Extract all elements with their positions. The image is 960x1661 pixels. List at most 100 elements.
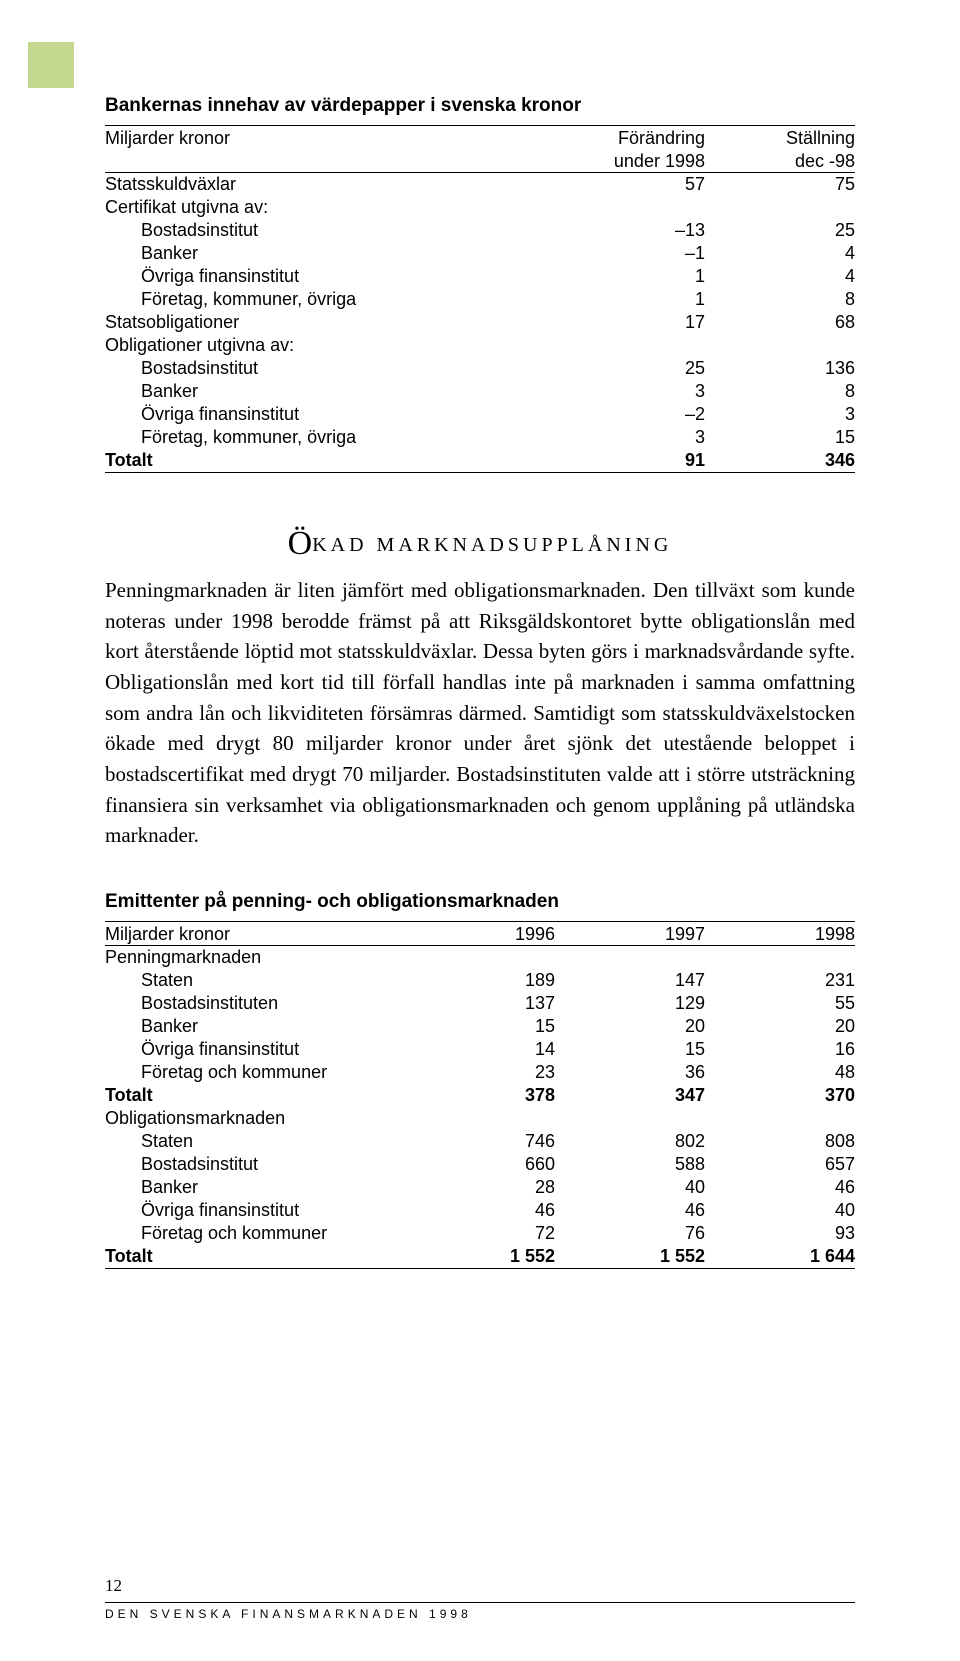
table-row: Totalt1 5521 5521 644 (105, 1245, 855, 1269)
row-label: Totalt (105, 449, 525, 473)
row-value (375, 945, 555, 969)
row-value: 17 (525, 311, 705, 334)
row-value: 746 (375, 1130, 555, 1153)
row-label: Bostadsinstitut (105, 357, 525, 380)
table-row: Företag, kommuner, övriga18 (105, 288, 855, 311)
table-row: Banker38 (105, 380, 855, 403)
row-label: Totalt (105, 1084, 375, 1107)
row-value: 3 (525, 426, 705, 449)
row-value: 14 (375, 1038, 555, 1061)
row-value: 660 (375, 1153, 555, 1176)
row-value: 8 (705, 288, 855, 311)
row-label: Obligationsmarknaden (105, 1107, 375, 1130)
t2-h0: Miljarder kronor (105, 921, 375, 945)
row-value: 137 (375, 992, 555, 1015)
row-value: 15 (555, 1038, 705, 1061)
row-value: –13 (525, 219, 705, 242)
t2-h2: 1997 (555, 921, 705, 945)
section-rest: kad marknadsupplåning (312, 534, 672, 556)
row-label: Staten (105, 1130, 375, 1153)
page-footer: 12 DEN SVENSKA FINANSMARKNADEN 1998 (105, 1576, 855, 1621)
row-value: 189 (375, 969, 555, 992)
row-value: 3 (525, 380, 705, 403)
row-label: Övriga finansinstitut (105, 403, 525, 426)
row-label: Företag, kommuner, övriga (105, 288, 525, 311)
table1-title: Bankernas innehav av värdepapper i svens… (105, 95, 855, 125)
row-value: 1 (525, 265, 705, 288)
row-value: 46 (555, 1199, 705, 1222)
row-value: 48 (705, 1061, 855, 1084)
row-value: 75 (705, 173, 855, 197)
row-label: Obligationer utgivna av: (105, 334, 525, 357)
table-row: Banker–14 (105, 242, 855, 265)
table-row: Övriga finansinstitut–23 (105, 403, 855, 426)
row-label: Övriga finansinstitut (105, 265, 525, 288)
table-row: Banker152020 (105, 1015, 855, 1038)
row-value: 129 (555, 992, 705, 1015)
t1-h1b: under 1998 (525, 149, 705, 173)
row-value: 40 (705, 1199, 855, 1222)
table-row: Staten746802808 (105, 1130, 855, 1153)
footer-text: DEN SVENSKA FINANSMARKNADEN 1998 (105, 1607, 855, 1621)
row-label: Statsobligationer (105, 311, 525, 334)
row-value: –2 (525, 403, 705, 426)
accent-square (28, 42, 74, 88)
row-value: 40 (555, 1176, 705, 1199)
row-value: 36 (555, 1061, 705, 1084)
table-row: Statsskuldväxlar5775 (105, 173, 855, 197)
footer-rule (105, 1602, 855, 1603)
row-value (375, 1107, 555, 1130)
row-label: Företag och kommuner (105, 1061, 375, 1084)
row-value: 1 552 (555, 1245, 705, 1269)
table-row: Staten189147231 (105, 969, 855, 992)
table2: Miljarder kronor 1996 1997 1998 Penningm… (105, 921, 855, 1269)
row-value: 15 (705, 426, 855, 449)
row-value: 55 (705, 992, 855, 1015)
table-row: Företag och kommuner233648 (105, 1061, 855, 1084)
t1-h2a: Ställning (705, 126, 855, 150)
row-value: –1 (525, 242, 705, 265)
row-value: 1 (525, 288, 705, 311)
table-row: Statsobligationer1768 (105, 311, 855, 334)
row-value (705, 196, 855, 219)
table2-title: Emittenter på penning- och obligationsma… (105, 891, 855, 921)
table-row: Obligationsmarknaden (105, 1107, 855, 1130)
section-initial: Ö (288, 525, 313, 562)
table-row: Penningmarknaden (105, 945, 855, 969)
row-label: Staten (105, 969, 375, 992)
table-row: Företag, kommuner, övriga315 (105, 426, 855, 449)
table-row: Bostadsinstitut660588657 (105, 1153, 855, 1176)
row-value: 370 (705, 1084, 855, 1107)
row-value: 346 (705, 449, 855, 473)
row-value (705, 945, 855, 969)
row-value: 1 644 (705, 1245, 855, 1269)
row-value: 91 (525, 449, 705, 473)
row-value: 46 (705, 1176, 855, 1199)
page-content: Bankernas innehav av värdepapper i svens… (0, 0, 960, 1269)
t1-h0: Miljarder kronor (105, 126, 525, 150)
row-value: 3 (705, 403, 855, 426)
row-value: 136 (705, 357, 855, 380)
row-value (705, 1107, 855, 1130)
row-value: 8 (705, 380, 855, 403)
row-value: 231 (705, 969, 855, 992)
row-value: 20 (555, 1015, 705, 1038)
table-row: Övriga finansinstitut141516 (105, 1038, 855, 1061)
row-value: 4 (705, 242, 855, 265)
section-heading: Ökad marknadsupplåning (105, 525, 855, 563)
row-label: Certifikat utgivna av: (105, 196, 525, 219)
row-value: 802 (555, 1130, 705, 1153)
row-label: Penningmarknaden (105, 945, 375, 969)
t2-h3: 1998 (705, 921, 855, 945)
row-value: 1 552 (375, 1245, 555, 1269)
row-value (525, 334, 705, 357)
row-label: Banker (105, 1176, 375, 1199)
row-label: Bostadsinstituten (105, 992, 375, 1015)
row-label: Totalt (105, 1245, 375, 1269)
table-row: Bostadsinstituten13712955 (105, 992, 855, 1015)
row-value: 72 (375, 1222, 555, 1245)
table-row: Banker284046 (105, 1176, 855, 1199)
row-value: 15 (375, 1015, 555, 1038)
row-value: 378 (375, 1084, 555, 1107)
row-value: 23 (375, 1061, 555, 1084)
